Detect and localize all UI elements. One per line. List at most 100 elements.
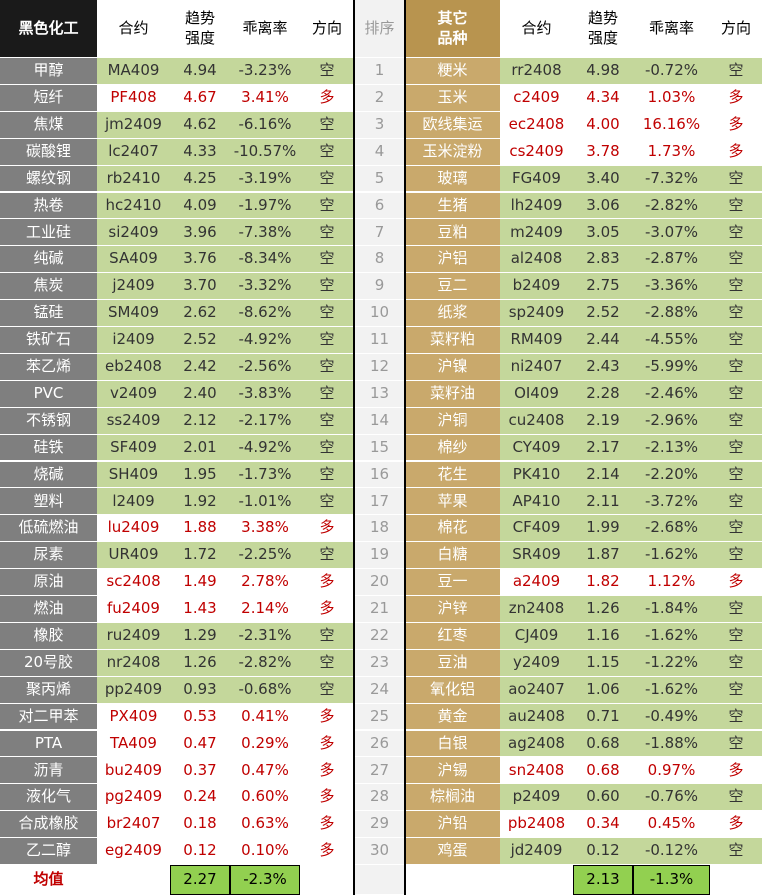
name-cell: 短纤 <box>0 84 97 112</box>
header-cell: 乖离率 <box>633 0 710 58</box>
data-cell: lh2409 <box>500 192 573 220</box>
data-cell: -2.82% <box>230 649 300 677</box>
rank-cell: 2 <box>354 84 405 112</box>
name-cell: 豆一 <box>405 569 500 596</box>
name-cell: 聚丙烯 <box>0 676 97 704</box>
data-cell: 空 <box>300 380 354 408</box>
name-cell: 塑料 <box>0 488 97 516</box>
data-cell: -3.19% <box>230 165 300 193</box>
rank-cell: 25 <box>354 703 405 731</box>
rank-cell: 5 <box>354 165 405 193</box>
data-cell: -2.17% <box>230 407 300 435</box>
data-cell: 0.97% <box>633 757 710 785</box>
data-cell: ec2408 <box>500 111 573 139</box>
data-cell: RM409 <box>500 327 573 354</box>
data-cell: 0.10% <box>230 838 300 865</box>
data-cell: 4.34 <box>573 84 633 112</box>
name-cell: PVC <box>0 380 97 408</box>
data-cell: 1.72 <box>170 542 230 570</box>
data-cell: FG409 <box>500 165 573 193</box>
name-cell: 生猪 <box>405 192 500 220</box>
header-cell: 黑色化工 <box>0 0 97 58</box>
data-cell: 2.19 <box>573 407 633 435</box>
data-cell: 1.06 <box>573 676 633 704</box>
data-cell: 1.12% <box>633 569 710 596</box>
name-cell: 棉花 <box>405 515 500 543</box>
data-cell: 1.43 <box>170 596 230 623</box>
data-cell: 空 <box>300 434 354 462</box>
data-cell: sc2408 <box>97 569 170 596</box>
data-cell: 多 <box>710 811 762 839</box>
data-cell: 空 <box>300 676 354 704</box>
rank-cell: 15 <box>354 434 405 462</box>
data-cell: 3.06 <box>573 192 633 220</box>
data-cell: 多 <box>300 730 354 758</box>
data-cell: l2409 <box>97 488 170 516</box>
data-cell: 0.29% <box>230 730 300 758</box>
data-cell: 空 <box>710 380 762 408</box>
name-cell: 碳酸锂 <box>0 138 97 166</box>
data-cell: 1.03% <box>633 84 710 112</box>
data-cell: 3.38% <box>230 515 300 543</box>
data-cell: -3.32% <box>230 273 300 301</box>
data-cell: -1.84% <box>633 596 710 623</box>
data-cell: -1.62% <box>633 542 710 570</box>
rank-cell: 17 <box>354 488 405 516</box>
name-cell: 白银 <box>405 730 500 758</box>
data-cell: 多 <box>300 838 354 865</box>
data-cell: rb2410 <box>97 165 170 193</box>
data-cell: UR409 <box>97 542 170 570</box>
data-cell: pg2409 <box>97 784 170 812</box>
divider <box>404 0 406 895</box>
rank-cell: 26 <box>354 730 405 758</box>
name-cell: 对二甲苯 <box>0 703 97 731</box>
data-cell: 空 <box>710 488 762 516</box>
data-cell: a2409 <box>500 569 573 596</box>
data-cell: -2.87% <box>633 246 710 274</box>
rank-cell: 3 <box>354 111 405 139</box>
data-cell: i2409 <box>97 327 170 354</box>
data-cell: 2.42 <box>170 353 230 381</box>
name-cell: 玻璃 <box>405 165 500 193</box>
rank-cell: 1 <box>354 58 405 85</box>
data-cell: -0.68% <box>230 676 300 704</box>
header-cell: 其它 品种 <box>405 0 500 58</box>
data-cell: -4.92% <box>230 327 300 354</box>
rank-cell: 20 <box>354 569 405 596</box>
header-cell: 合约 <box>500 0 573 58</box>
divider <box>353 0 355 895</box>
data-cell: ni2407 <box>500 353 573 381</box>
data-cell: 0.34 <box>573 811 633 839</box>
data-cell: 1.92 <box>170 488 230 516</box>
data-cell: lc2407 <box>97 138 170 166</box>
name-cell: PTA <box>0 730 97 758</box>
data-cell: 0.47% <box>230 757 300 785</box>
name-cell: 合成橡胶 <box>0 811 97 839</box>
data-cell: 4.98 <box>573 58 633 85</box>
data-cell: 多 <box>300 811 354 839</box>
data-cell: rr2408 <box>500 58 573 85</box>
data-cell: 4.62 <box>170 111 230 139</box>
data-cell: 3.96 <box>170 219 230 247</box>
data-cell: cs2409 <box>500 138 573 166</box>
data-cell: -3.23% <box>230 58 300 85</box>
data-cell: 2.14% <box>230 596 300 623</box>
data-cell: eg2409 <box>97 838 170 865</box>
data-cell: -6.16% <box>230 111 300 139</box>
name-cell: 玉米淀粉 <box>405 138 500 166</box>
data-cell: 空 <box>710 676 762 704</box>
data-cell: y2409 <box>500 649 573 677</box>
data-cell: 2.17 <box>573 434 633 462</box>
data-cell: PK410 <box>500 461 573 489</box>
data-cell: 空 <box>710 649 762 677</box>
data-cell: 0.68 <box>573 730 633 758</box>
data-cell: -2.46% <box>633 380 710 408</box>
header-cell: 方向 <box>710 0 762 58</box>
data-cell: hc2410 <box>97 192 170 220</box>
data-cell: 空 <box>300 622 354 650</box>
name-cell: 原油 <box>0 569 97 596</box>
data-cell: 多 <box>710 111 762 139</box>
footer-value: -1.3% <box>633 865 710 895</box>
data-cell: 空 <box>710 407 762 435</box>
data-cell: 1.29 <box>170 622 230 650</box>
